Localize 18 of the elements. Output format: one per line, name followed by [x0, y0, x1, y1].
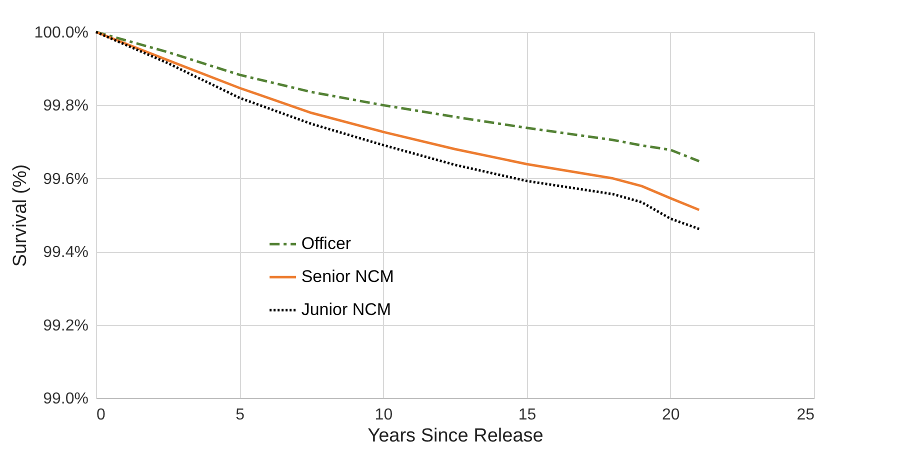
x-tick-label: 10 — [374, 406, 393, 424]
y-tick-label: 100.0% — [34, 24, 88, 42]
x-axis-title: Years Since Release — [368, 426, 544, 446]
y-tick-label: 99.2% — [43, 317, 88, 334]
x-tick-label: 20 — [662, 406, 680, 424]
line-series — [94, 30, 700, 162]
legend-label: Senior NCM — [301, 267, 394, 286]
y-tick-label: 99.4% — [43, 244, 88, 262]
y-tick-label: 99.0% — [43, 390, 88, 408]
y-tick-label: 99.6% — [43, 170, 88, 188]
x-tick-label: 15 — [518, 406, 536, 424]
legend-label: Officer — [301, 234, 352, 254]
x-tick-label: 25 — [796, 406, 815, 424]
y-axis-title: Survival (%) — [10, 164, 32, 267]
x-tick-label: 5 — [236, 406, 245, 424]
x-tick-label: 0 — [96, 406, 106, 424]
y-tick-label: 99.8% — [43, 98, 88, 115]
legend-label: Junior NCM — [301, 300, 392, 320]
